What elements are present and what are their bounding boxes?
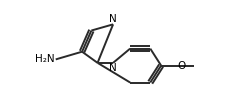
Text: H₂N: H₂N: [35, 54, 55, 64]
Text: N: N: [109, 14, 117, 24]
Text: N: N: [109, 63, 117, 73]
Text: O: O: [177, 61, 185, 71]
